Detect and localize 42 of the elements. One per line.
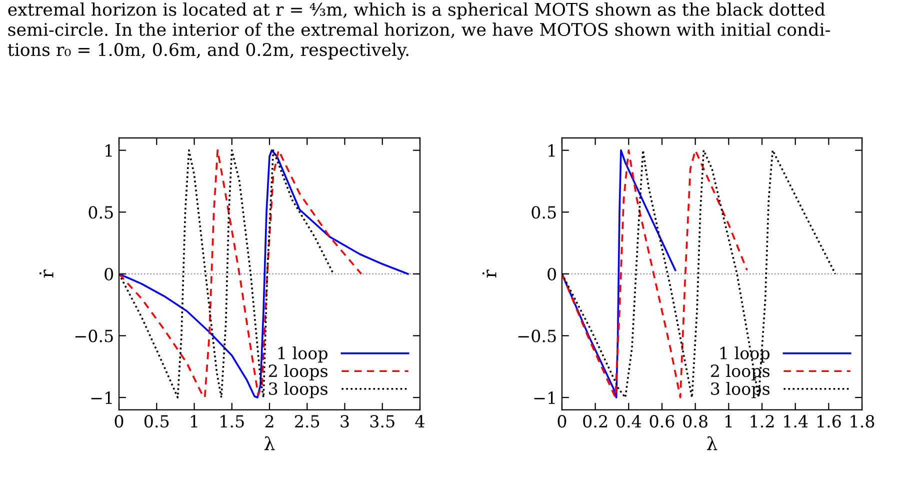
line-series [119, 149, 409, 398]
x-tick-label: 1 [190, 415, 198, 428]
x-tick-label: 1.6 [817, 415, 841, 428]
y-tick-label: 0 [104, 268, 114, 280]
x-axis-title: λ [707, 436, 718, 450]
y-tick-label: −1 [91, 391, 112, 404]
x-tick-label: 4 [415, 415, 424, 428]
legend-label: 3 loops [711, 382, 770, 398]
y-tick-label: 0.5 [532, 206, 556, 219]
x-tick-label: 3 [340, 415, 349, 428]
x-tick-label: 1 [725, 415, 732, 428]
x-tick-label: 1.5 [220, 415, 244, 428]
y-tick-label: −1 [534, 391, 555, 404]
x-tick-label: 2 [265, 415, 274, 428]
y-axis-title: ṙ [482, 270, 496, 278]
legend-label: 1 loop [720, 346, 770, 363]
legend-label: 2 loops [710, 364, 770, 380]
legend-label: 1 loop [278, 346, 328, 363]
x-tick-label: 1.4 [784, 415, 808, 428]
y-tick-label: 0.5 [88, 206, 113, 219]
x-tick-label: 0.4 [616, 415, 642, 428]
x-tick-label: 1.8 [850, 415, 874, 428]
y-tick-label: −0.5 [518, 330, 556, 342]
x-tick-label: 3.5 [370, 415, 394, 428]
legend-label: 2 loops [268, 364, 328, 380]
x-tick-label: 0.6 [650, 415, 674, 428]
x-tick-label: 2.5 [294, 415, 320, 428]
y-tick-label: 1 [548, 144, 555, 157]
y-tick-label: 0 [548, 268, 556, 280]
legend-label: 3 loops [269, 382, 328, 398]
line-series [562, 149, 676, 398]
x-tick-label: 0.8 [683, 415, 708, 428]
text: extremal horizon is located at r = ⁴⁄₃m, which is a spherical MOTS shown as the black dotted semi-circle. In the interior of the extremal horizon, we have MOTOS shown with initial condi- tions r₀ = 1.0m, 0.6m, and 0.2m, respectively. [8, 2, 830, 60]
x-tick-label: 0 [558, 415, 566, 428]
x-axis-title: λ [264, 436, 275, 450]
y-tick-label: −0.5 [75, 330, 113, 342]
y-tick-label: 1 [106, 144, 112, 157]
x-tick-label: 1.2 [750, 415, 774, 428]
x-tick-label: 0 [114, 415, 124, 428]
x-tick-label: 0.2 [583, 415, 607, 428]
y-axis-title: ṙ [39, 270, 54, 278]
x-tick-label: 0.5 [144, 415, 169, 428]
